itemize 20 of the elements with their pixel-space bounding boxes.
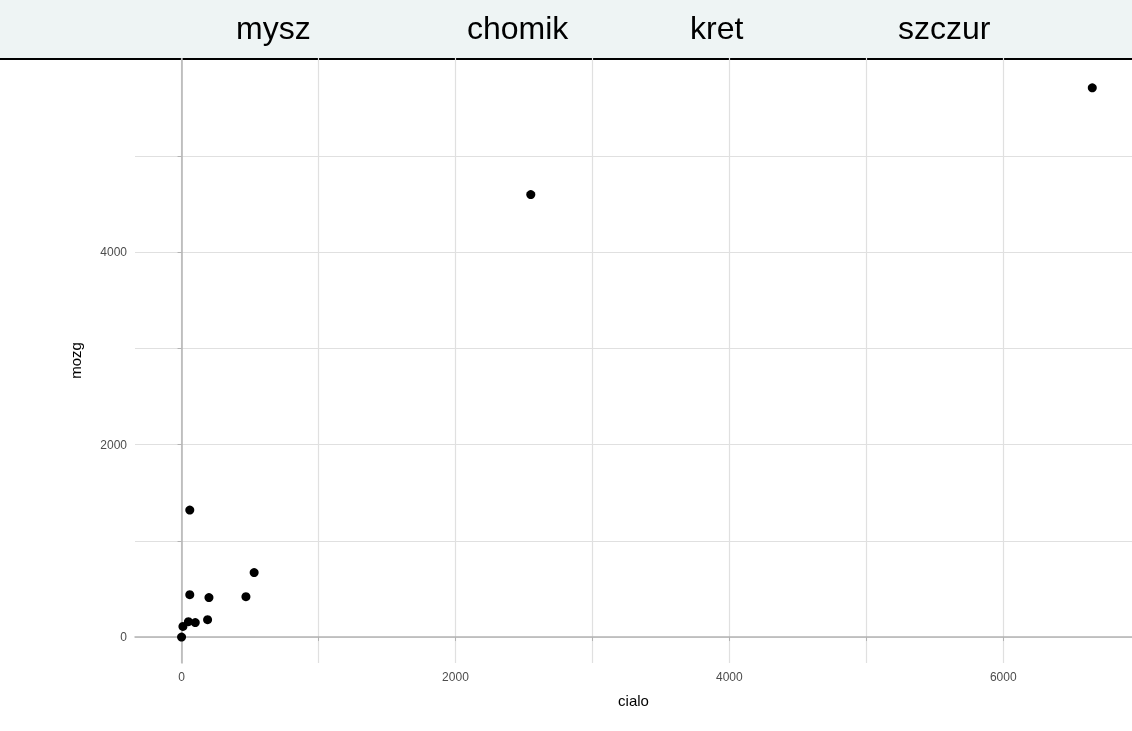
x-tick-label: 2000: [442, 670, 470, 684]
point: [177, 632, 187, 642]
y-tick-label: 2000: [100, 437, 128, 452]
x-axis-title: cialo: [618, 692, 649, 709]
y-axis-title: mozg: [67, 342, 84, 379]
table-header-strip: mysz chomik kret szczur: [0, 0, 1132, 60]
point: [249, 568, 259, 578]
point: [241, 592, 251, 602]
x-tick-label: 6000: [989, 670, 1017, 684]
x-tick-label: 0: [178, 670, 186, 684]
point: [185, 590, 195, 600]
x-tick-label: 4000: [716, 670, 744, 684]
point: [1087, 83, 1097, 93]
point: [185, 505, 195, 515]
point: [526, 190, 536, 200]
point: [190, 618, 200, 628]
y-tick-label: 4000: [100, 245, 128, 260]
point: [204, 593, 214, 603]
point: [203, 615, 213, 625]
y-tick-label: 0: [120, 630, 128, 645]
